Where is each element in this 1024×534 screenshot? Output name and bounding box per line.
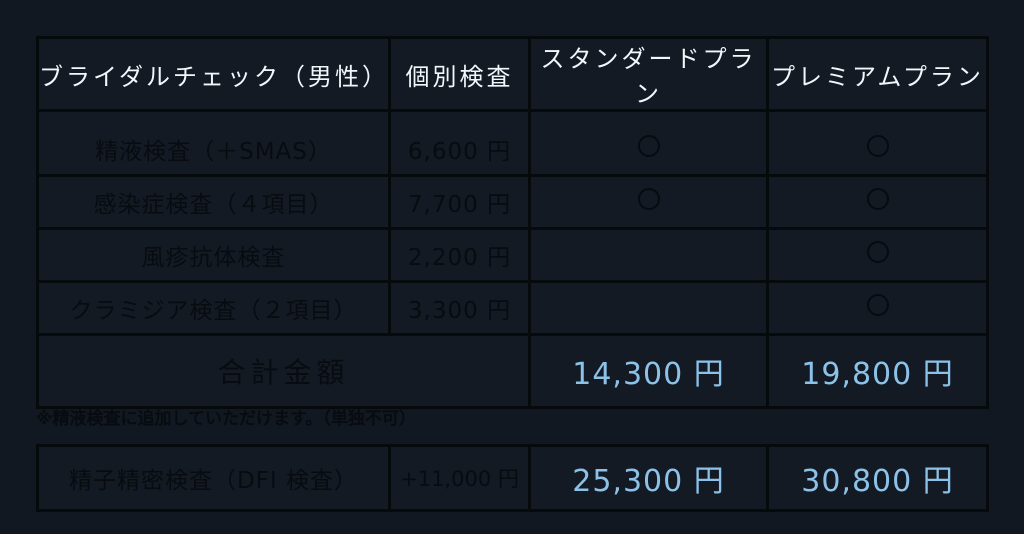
table-header: ブライダルチェック（男性） 個別検査 スタンダードプラン プレミアムプラン [36, 36, 989, 112]
table-row: 精子精密検査（DFI 検査） +11,000 円 25,300 円 30,800… [36, 444, 989, 512]
bridal-check-pricing-table: ブライダルチェック（男性） 個別検査 スタンダードプラン プレミアムプラン 精液… [36, 36, 989, 409]
exam-price: 7,700 円 [388, 174, 531, 230]
addon-table-body: 精子精密検査（DFI 検査） +11,000 円 25,300 円 30,800… [36, 444, 989, 512]
premium-plan-mark [766, 174, 989, 230]
standard-plan-mark [528, 227, 769, 283]
exam-price: 6,600 円 [388, 109, 531, 177]
total-row: 合計金額 14,300 円 19,800 円 [36, 333, 989, 409]
table-row: 精液検査（＋SMAS） 6,600 円 [36, 109, 989, 177]
column-header-individual-price: 個別検査 [388, 36, 531, 112]
exam-price: 3,300 円 [388, 280, 531, 336]
total-label: 合計金額 [36, 333, 531, 409]
standard-plan-mark [528, 109, 769, 177]
addon-exam-name: 精子精密検査（DFI 検査） [36, 444, 391, 512]
table-row: 風疹抗体検査 2,200 円 [36, 227, 989, 283]
table-row: 感染症検査（４項目） 7,700 円 [36, 174, 989, 230]
addon-premium-amount: 30,800 円 [766, 444, 989, 512]
exam-price: 2,200 円 [388, 227, 531, 283]
premium-plan-mark [766, 109, 989, 177]
table-row: クラミジア検査（２項目） 3,300 円 [36, 280, 989, 336]
circle-mark-icon [866, 135, 889, 157]
exam-name: 風疹抗体検査 [36, 227, 391, 283]
addon-exam-price: +11,000 円 [388, 444, 531, 512]
exam-name: クラミジア検査（２項目） [36, 280, 391, 336]
table-body: 精液検査（＋SMAS） 6,600 円 感染症検査（４項目） 7,700 円 風… [36, 109, 989, 409]
table-header-row: ブライダルチェック（男性） 個別検査 スタンダードプラン プレミアムプラン [36, 36, 989, 112]
column-header-standard-plan: スタンダードプラン [528, 36, 769, 112]
premium-plan-mark [766, 227, 989, 283]
column-header-premium-plan: プレミアムプラン [766, 36, 989, 112]
circle-mark-icon [866, 188, 889, 210]
column-header-exam-name: ブライダルチェック（男性） [36, 36, 391, 112]
addon-standard-amount: 25,300 円 [528, 444, 769, 512]
standard-plan-mark [528, 174, 769, 230]
circle-mark-icon [866, 241, 889, 263]
total-premium-amount: 19,800 円 [766, 333, 989, 409]
circle-mark-icon [866, 294, 889, 316]
exam-name: 精液検査（＋SMAS） [36, 109, 391, 177]
exam-name: 感染症検査（４項目） [36, 174, 391, 230]
circle-mark-icon [637, 188, 660, 210]
standard-plan-mark [528, 280, 769, 336]
circle-mark-icon [637, 135, 660, 157]
total-standard-amount: 14,300 円 [528, 333, 769, 409]
addon-note: ※精液検査に追加していただけます。（単独不可） [36, 409, 416, 429]
premium-plan-mark [766, 280, 989, 336]
addon-pricing-table: 精子精密検査（DFI 検査） +11,000 円 25,300 円 30,800… [36, 444, 989, 512]
